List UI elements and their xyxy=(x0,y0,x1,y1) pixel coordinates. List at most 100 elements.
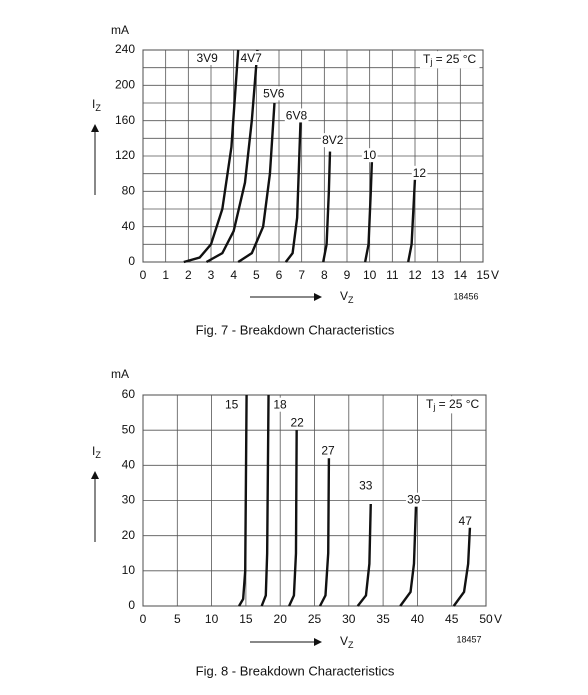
x-tick-label: 4 xyxy=(230,268,237,282)
annotation-bg xyxy=(420,51,480,69)
y-tick-label: 40 xyxy=(122,458,136,472)
x-unit: V xyxy=(491,268,499,282)
curve xyxy=(238,394,248,607)
curve-label: 22 xyxy=(290,415,304,429)
x-tick-label: 45 xyxy=(445,612,459,626)
annotation-sub: j xyxy=(432,402,435,412)
y-unit: mA xyxy=(111,23,129,37)
label-bg xyxy=(284,108,309,123)
curve-label: 6V8 xyxy=(286,108,308,122)
label-bg xyxy=(320,443,337,458)
curve-label: 18 xyxy=(273,398,287,412)
annotation: Tj = 25 °C xyxy=(423,52,477,67)
x-tick-label: 9 xyxy=(344,268,351,282)
x-tick-label: 8 xyxy=(321,268,328,282)
curve-label: 5V6 xyxy=(263,86,285,100)
x-tick-label: 0 xyxy=(140,612,147,626)
y-tick-label: 40 xyxy=(122,219,136,233)
x-tick-label: 10 xyxy=(205,612,219,626)
y-unit: mA xyxy=(111,367,129,381)
label-bg xyxy=(262,86,286,101)
caption: Fig. 7 - Breakdown Characteristics xyxy=(196,322,395,337)
x-tick-label: 0 xyxy=(140,268,147,282)
y-tick-label: 240 xyxy=(115,42,135,56)
x-tick-label: 6 xyxy=(276,268,283,282)
curve xyxy=(399,503,418,607)
label-bg xyxy=(195,51,220,66)
curve xyxy=(183,49,240,264)
y-tick-label: 160 xyxy=(115,113,135,127)
label-bg xyxy=(411,165,428,180)
annotation-sub: j xyxy=(429,57,432,67)
curve xyxy=(260,394,270,607)
x-tick-label: 10 xyxy=(363,268,377,282)
x-tick-label: 30 xyxy=(342,612,356,626)
x-axis-label: VZ xyxy=(340,289,354,305)
curve xyxy=(452,521,472,607)
x-arrow-head xyxy=(314,638,322,646)
y-tick-label: 120 xyxy=(115,148,135,162)
x-tick-label: 3 xyxy=(208,268,215,282)
figure-id: 18456 xyxy=(453,291,478,301)
curve xyxy=(205,49,259,264)
x-tick-label: 2 xyxy=(185,268,192,282)
y-tick-label: 50 xyxy=(122,422,136,436)
caption: Fig. 8 - Breakdown Characteristics xyxy=(196,663,395,678)
x-axis-label-main: V xyxy=(340,289,348,303)
y-tick-label: 20 xyxy=(122,528,136,542)
y-tick-label: 80 xyxy=(122,184,136,198)
x-tick-label: 11 xyxy=(386,268,399,282)
x-tick-label: 7 xyxy=(298,268,305,282)
curve xyxy=(284,120,302,263)
y-tick-label: 10 xyxy=(122,563,136,577)
x-axis-label: VZ xyxy=(340,634,354,650)
y-axis-label-main: I xyxy=(92,444,95,458)
y-tick-label: 30 xyxy=(122,493,136,507)
y-tick-label: 60 xyxy=(122,387,136,401)
curve xyxy=(363,160,374,263)
curve-label: 8V2 xyxy=(322,133,344,147)
curve-label: 4V7 xyxy=(240,51,262,65)
annotation-main: T xyxy=(426,397,434,411)
curve xyxy=(356,503,372,607)
y-axis-label-main: I xyxy=(92,97,95,111)
y-axis-label-sub: Z xyxy=(95,450,101,460)
curve xyxy=(322,151,332,263)
x-axis-label-sub: Z xyxy=(348,295,354,305)
curve-label: 39 xyxy=(407,493,421,507)
label-bg xyxy=(358,478,374,493)
y-axis-label: IZ xyxy=(92,444,101,460)
annotation-rest: = 25 °C xyxy=(432,52,476,66)
annotation-main: T xyxy=(423,52,431,66)
y-tick-label: 0 xyxy=(128,598,135,612)
x-tick-label: 5 xyxy=(253,268,260,282)
label-bg xyxy=(321,133,345,148)
x-tick-label: 25 xyxy=(308,612,322,626)
label-bg xyxy=(361,148,378,163)
curve-label: 33 xyxy=(359,479,373,493)
curve-label: 15 xyxy=(225,398,239,412)
x-tick-label: 15 xyxy=(476,268,490,282)
curve xyxy=(318,458,331,607)
label-bg xyxy=(272,397,289,412)
y-arrow-head xyxy=(91,124,99,132)
label-bg xyxy=(223,397,240,412)
curve xyxy=(407,178,417,263)
curve-label: 10 xyxy=(363,148,377,162)
x-tick-label: 1 xyxy=(162,268,169,282)
x-axis-label-main: V xyxy=(340,634,348,648)
label-bg xyxy=(239,51,264,66)
x-unit: V xyxy=(494,612,502,626)
label-bg xyxy=(406,492,422,507)
x-tick-label: 40 xyxy=(411,612,425,626)
annotation-rest: = 25 °C xyxy=(435,397,479,411)
label-bg xyxy=(457,513,474,528)
x-arrow-head xyxy=(314,293,322,301)
x-tick-label: 35 xyxy=(376,612,390,626)
annotation-bg xyxy=(423,396,483,414)
x-tick-label: 14 xyxy=(454,268,468,282)
curve xyxy=(288,430,298,607)
x-tick-label: 20 xyxy=(274,612,288,626)
figure-id: 18457 xyxy=(456,634,481,644)
